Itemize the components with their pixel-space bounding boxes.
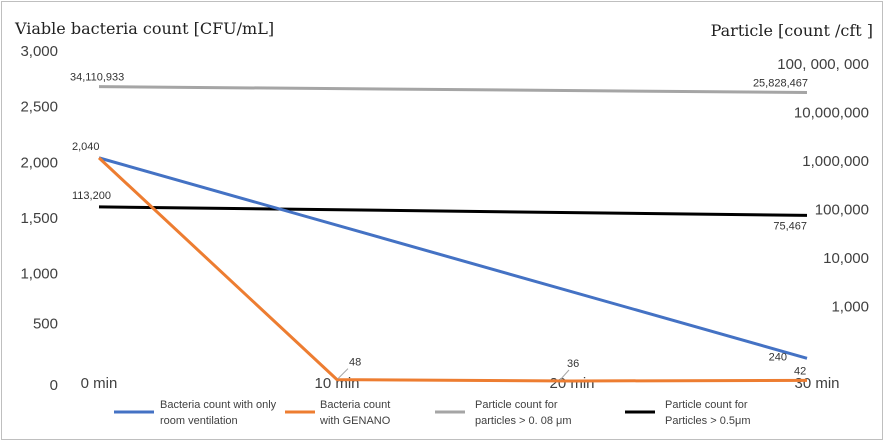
series-line-0 [98, 156, 808, 360]
legend-label-0-cont: room ventilation [160, 415, 238, 427]
left-axis-title: Viable bacteria count [CFU/mL] [14, 19, 274, 38]
left-tick-label: 1,000 [20, 266, 58, 283]
right-tick-label: 1,000 [831, 299, 869, 316]
legend-label-1: Bacteria count [320, 399, 390, 411]
data-label-particle-008-end: 25,828,467 [753, 78, 808, 90]
series-line-2 [98, 85, 808, 95]
right-tick-label: 1,000,000 [802, 153, 869, 170]
leader-line [337, 368, 349, 380]
legend-label-3: Particle count for [665, 399, 748, 411]
left-tick-label: 0 [50, 377, 58, 394]
series-line-1 [97, 156, 808, 383]
data-label-particle-05-end: 75,467 [773, 220, 807, 232]
x-tick-label: 20 min [549, 375, 594, 392]
legend-label-2-cont: particles > 0. 08 μm [475, 415, 572, 427]
left-tick-label: 2,000 [20, 154, 58, 171]
x-tick-label: 30 min [794, 375, 839, 392]
data-label-ventilation-start: 2,040 [72, 141, 100, 153]
legend-label-2: Particle count for [475, 399, 558, 411]
right-tick-label: 100,000 [815, 202, 869, 219]
x-tick-label: 0 min [81, 375, 118, 392]
legend-label-1-cont: with GENANO [319, 415, 391, 427]
right-tick-label: 10,000,000 [794, 105, 869, 122]
x-tick-label: 10 min [314, 375, 359, 392]
right-tick-label: 10,000 [823, 250, 869, 267]
leader-line [559, 369, 570, 381]
data-label-ventilation-end: 240 [769, 351, 787, 363]
data-label-particle-05-start: 113,200 [72, 190, 111, 202]
data-label-genano-30: 42 [794, 365, 806, 377]
data-label-particle-008-start: 34,110,933 [70, 72, 124, 84]
right-axis-title: Particle [count /cft ] [711, 21, 873, 40]
left-tick-label: 2,500 [20, 99, 58, 116]
right-tick-label: 100, 000, 000 [777, 56, 869, 73]
left-tick-label: 3,000 [20, 43, 58, 60]
left-tick-label: 500 [33, 315, 58, 332]
legend-label-0: Bacteria count with only [160, 399, 277, 411]
data-label-genano-20: 36 [567, 358, 579, 370]
series-line-3 [98, 205, 808, 217]
data-label-genano-10: 48 [349, 357, 361, 369]
left-tick-label: 1,500 [20, 210, 58, 227]
legend-label-3-cont: Particles > 0.5μm [665, 415, 751, 427]
